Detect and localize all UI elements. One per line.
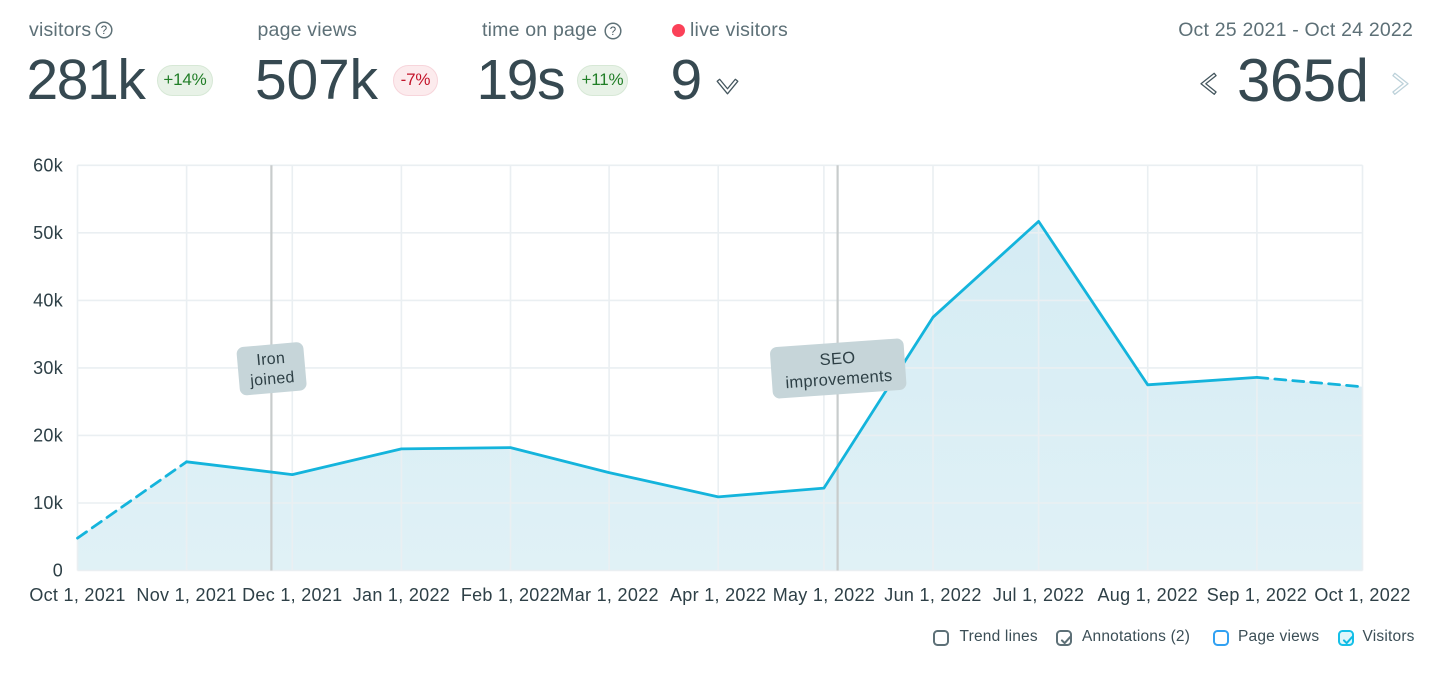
svg-text:Iron: Iron bbox=[256, 350, 286, 369]
svg-text:Dec 1, 2021: Dec 1, 2021 bbox=[242, 585, 342, 605]
svg-text:10k: 10k bbox=[33, 493, 64, 513]
svg-text:?: ? bbox=[609, 26, 615, 38]
svg-text:Feb 1, 2022: Feb 1, 2022 bbox=[461, 585, 560, 605]
svg-text:20k: 20k bbox=[33, 426, 64, 446]
svg-text:Aug 1, 2022: Aug 1, 2022 bbox=[1098, 585, 1198, 605]
svg-text:Sep 1, 2022: Sep 1, 2022 bbox=[1207, 585, 1307, 605]
svg-text:Oct 1, 2021: Oct 1, 2021 bbox=[29, 585, 125, 605]
svg-text:May 1, 2022: May 1, 2022 bbox=[773, 585, 875, 605]
svg-text:Nov 1, 2021: Nov 1, 2021 bbox=[136, 585, 236, 605]
svg-text:Mar 1, 2022: Mar 1, 2022 bbox=[559, 585, 658, 605]
svg-text:Jul 1, 2022: Jul 1, 2022 bbox=[993, 585, 1084, 605]
svg-text:30k: 30k bbox=[33, 358, 64, 378]
svg-text:Jan 1, 2022: Jan 1, 2022 bbox=[353, 585, 450, 605]
svg-text:joined: joined bbox=[249, 369, 296, 390]
svg-text:60k: 60k bbox=[33, 156, 64, 176]
svg-text:Oct 1, 2022: Oct 1, 2022 bbox=[1314, 585, 1410, 605]
svg-text:Jun 1, 2022: Jun 1, 2022 bbox=[884, 585, 981, 605]
svg-text:50k: 50k bbox=[33, 223, 64, 243]
svg-text:40k: 40k bbox=[33, 291, 64, 311]
svg-text:?: ? bbox=[101, 25, 107, 37]
svg-text:0: 0 bbox=[53, 561, 63, 581]
svg-text:SEO: SEO bbox=[819, 349, 856, 369]
svg-text:Apr 1, 2022: Apr 1, 2022 bbox=[670, 585, 766, 605]
